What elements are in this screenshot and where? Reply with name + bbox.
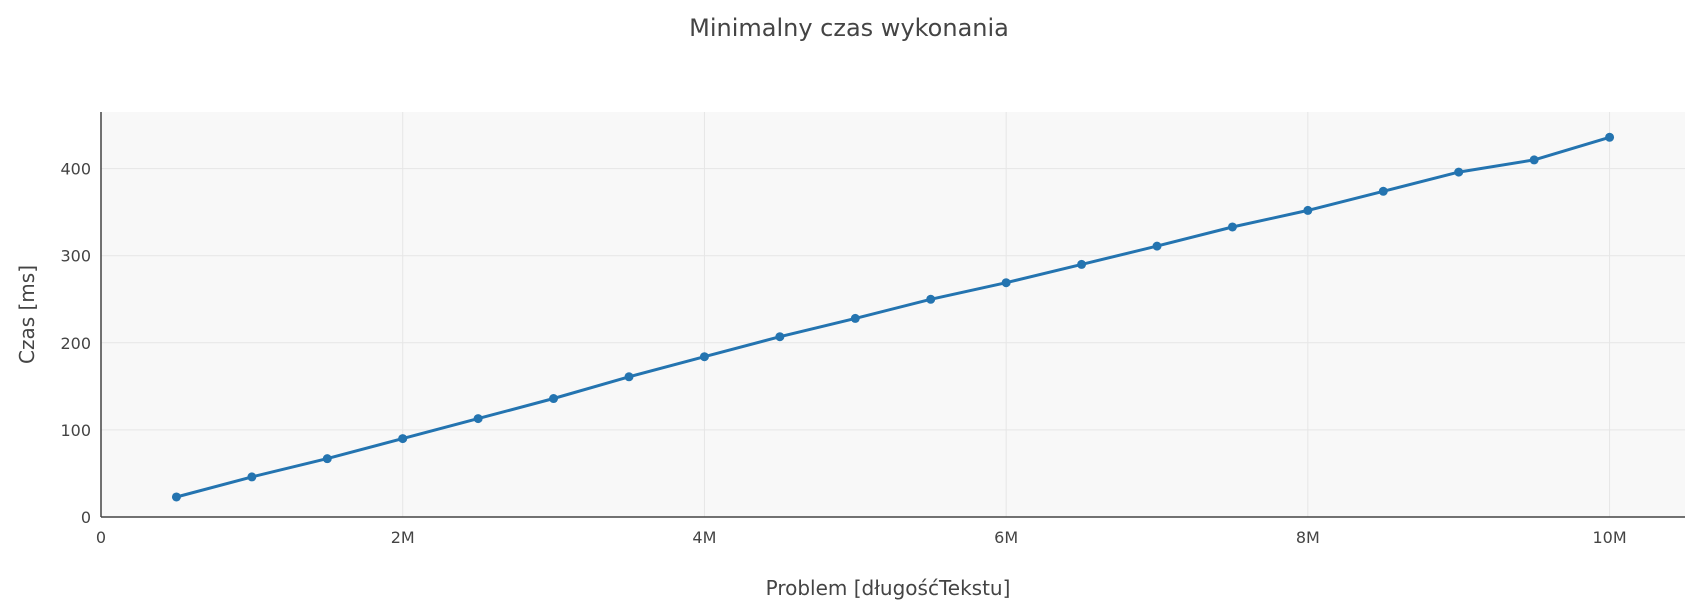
y-axis-title: Czas [ms] xyxy=(15,265,39,364)
data-point[interactable] xyxy=(247,472,257,482)
data-point[interactable] xyxy=(699,352,709,362)
data-point[interactable] xyxy=(1529,155,1539,165)
axes: 0 100 200 300 400 0 2M 4M 6M 8M 10M xyxy=(60,112,1685,547)
data-point[interactable] xyxy=(624,372,634,382)
y-tick-label: 400 xyxy=(60,160,91,179)
x-tick-label: 2M xyxy=(391,528,415,547)
data-point[interactable] xyxy=(926,294,936,304)
data-point[interactable] xyxy=(322,454,332,464)
data-point[interactable] xyxy=(1227,222,1237,232)
data-point[interactable] xyxy=(473,414,483,424)
data-point[interactable] xyxy=(1378,186,1388,196)
data-point[interactable] xyxy=(775,332,785,342)
chart-title: Minimalny czas wykonania xyxy=(689,14,1009,42)
data-point[interactable] xyxy=(1605,132,1615,142)
y-tick-label: 100 xyxy=(60,421,91,440)
data-point[interactable] xyxy=(171,492,181,502)
gridlines xyxy=(101,112,1685,517)
data-point[interactable] xyxy=(1303,205,1313,215)
x-tick-label: 0 xyxy=(96,528,106,547)
series-layer xyxy=(171,132,1615,502)
x-tick-label: 8M xyxy=(1296,528,1320,547)
x-tick-label: 10M xyxy=(1592,528,1626,547)
x-tick-label: 6M xyxy=(994,528,1018,547)
data-point[interactable] xyxy=(398,434,408,444)
data-point[interactable] xyxy=(1454,167,1464,177)
series-line xyxy=(176,135,1611,499)
data-point[interactable] xyxy=(549,394,559,404)
data-point[interactable] xyxy=(1001,278,1011,288)
x-axis-title: Problem [długośćTekstu] xyxy=(766,576,1011,600)
y-tick-label: 300 xyxy=(60,247,91,266)
y-tick-label: 200 xyxy=(60,334,91,353)
data-point[interactable] xyxy=(1152,241,1162,251)
y-tick-label: 0 xyxy=(81,508,91,527)
data-point[interactable] xyxy=(850,313,860,323)
data-point[interactable] xyxy=(1077,259,1087,269)
x-tick-label: 4M xyxy=(692,528,716,547)
